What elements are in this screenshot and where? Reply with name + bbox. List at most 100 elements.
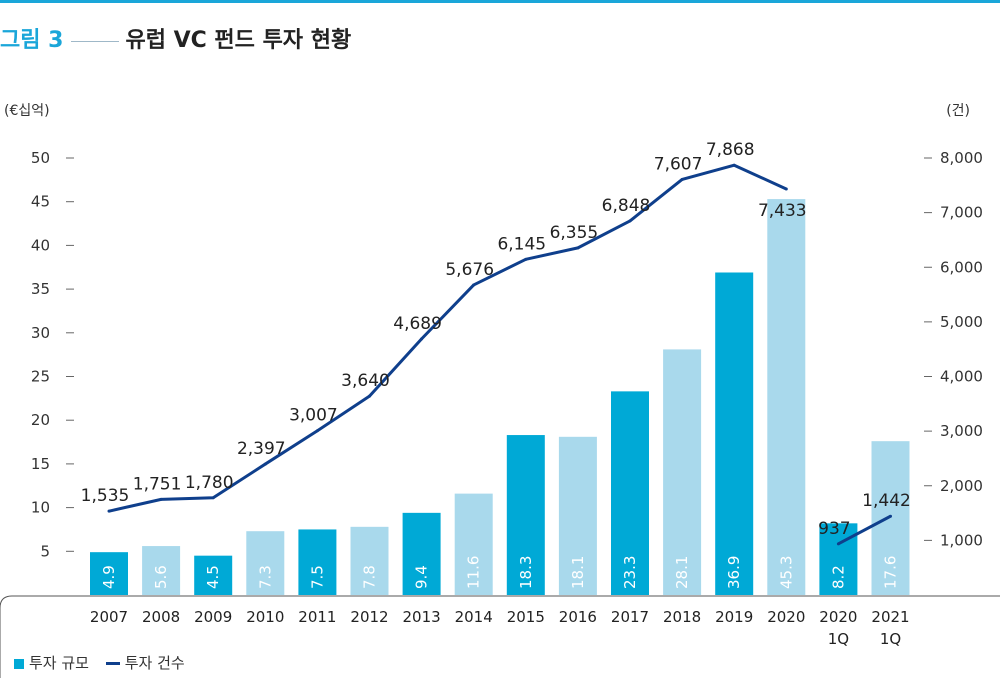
bar-value-label: 5.6 [152, 565, 170, 589]
right-axis-tick-label: 2,000 [940, 477, 983, 495]
line-value-label: 7,607 [654, 154, 703, 174]
legend-line-label: 투자 건수 [124, 654, 185, 672]
x-axis-label: 2011 [298, 608, 336, 626]
line-point [211, 496, 215, 500]
left-axis-tick-label: 50 [31, 149, 50, 167]
bar [194, 555, 233, 595]
bar [246, 531, 285, 595]
bar [90, 552, 128, 595]
legend-bar-swatch-icon [14, 658, 24, 669]
bar [767, 199, 806, 595]
line-point [524, 257, 528, 261]
figure-title: 그림 3 유럽 VC 펀드 투자 현황 [0, 22, 351, 54]
line-point [628, 219, 632, 223]
left-axis-unit: (€십억) [4, 103, 50, 119]
left-axis-tick-label: 5 [40, 542, 50, 560]
x-axis-label-sub: 1Q [828, 630, 849, 648]
line-point [889, 514, 892, 518]
figure-number: 그림 3 [0, 28, 64, 53]
bar [298, 529, 337, 595]
bar [402, 512, 441, 595]
line-value-label: 1,442 [862, 491, 911, 511]
x-axis-label: 2020 [819, 608, 857, 626]
bar [506, 435, 545, 595]
line-value-label: 6,145 [497, 234, 546, 254]
left-axis-tick-label: 10 [31, 499, 50, 517]
line-point [368, 394, 371, 398]
bar-value-label: 36.9 [725, 556, 743, 589]
x-axis-label: 2014 [455, 608, 493, 626]
line-value-label: 5,676 [445, 260, 494, 280]
line-value-label: 1,751 [133, 474, 182, 494]
bar-value-label: 7.8 [361, 565, 379, 589]
bar [715, 272, 754, 595]
line-value-label: 3,007 [289, 406, 338, 426]
line-series-path [108, 163, 787, 513]
chart-frame [0, 595, 1000, 678]
x-axis-label: 2021 [871, 608, 909, 626]
line-point [784, 187, 788, 191]
legend-line-swatch-icon [105, 662, 120, 665]
bar [350, 526, 389, 595]
bar-value-label: 4.9 [100, 565, 118, 589]
line-point [576, 246, 580, 250]
line-point [263, 462, 267, 466]
right-axis-unit: (건) [946, 103, 970, 119]
line-value-label: 3,640 [341, 371, 390, 391]
x-axis-label: 2013 [403, 608, 441, 626]
line-point [315, 429, 319, 433]
x-axis-label: 2016 [559, 608, 597, 626]
right-axis-tick-label: 6,000 [940, 258, 983, 276]
line-point [836, 542, 840, 546]
bar-value-label: 23.3 [621, 556, 639, 589]
legend-item-line: 투자 건수 [105, 652, 185, 673]
line-value-label: 6,355 [550, 223, 599, 243]
line-value-label: 1,780 [185, 473, 234, 493]
bar-value-label: 7.3 [256, 565, 274, 589]
left-axis-tick-label: 20 [31, 411, 50, 429]
bar [558, 436, 597, 595]
bar-value-label: 9.4 [413, 565, 431, 589]
line-value-label: 7,868 [706, 140, 755, 160]
line-point [680, 177, 684, 181]
bar-value-label: 11.6 [465, 556, 483, 589]
line-value-label: 1,535 [81, 486, 130, 506]
right-axis-tick-label: 1,000 [940, 531, 983, 549]
x-axis-label: 2010 [246, 608, 284, 626]
x-axis-label: 2009 [194, 608, 232, 626]
bar [611, 391, 649, 595]
bar [871, 441, 910, 595]
bar [454, 493, 493, 595]
left-axis-tick-label: 45 [31, 193, 50, 211]
bar-value-label: 7.5 [308, 565, 326, 589]
bar [819, 523, 858, 595]
left-axis-tick-label: 15 [31, 455, 50, 473]
line-value-label: 6,848 [602, 196, 651, 216]
x-axis-label: 2015 [507, 608, 545, 626]
x-axis-label: 2017 [611, 608, 649, 626]
right-axis-tick-label: 7,000 [940, 204, 983, 222]
bar-value-label: 28.1 [673, 556, 691, 589]
right-axis-tick-label: 8,000 [940, 149, 983, 167]
bar-value-label: 18.1 [569, 556, 587, 589]
line-series-path [837, 514, 892, 546]
line-point [732, 163, 736, 167]
line-value-label: 2,397 [237, 439, 286, 459]
title-separator [71, 40, 120, 42]
line-point [420, 337, 424, 341]
x-axis-label: 2019 [715, 608, 753, 626]
x-axis-label: 2008 [142, 608, 180, 626]
top-rule [0, 0, 1000, 3]
right-axis-tick-label: 5,000 [940, 313, 983, 331]
left-axis-tick-label: 35 [31, 280, 50, 298]
left-axis-tick-label: 25 [31, 368, 50, 386]
legend: 투자 규모 투자 건수 [14, 652, 197, 673]
line-value-label: 937 [818, 519, 850, 539]
legend-item-bar: 투자 규모 [14, 652, 89, 673]
bar-value-label: 45.3 [777, 556, 795, 589]
bar-value-label: 17.6 [882, 556, 900, 589]
line-point [472, 283, 476, 287]
line-value-label: 4,689 [393, 314, 442, 334]
bar-value-label: 18.3 [517, 556, 535, 589]
